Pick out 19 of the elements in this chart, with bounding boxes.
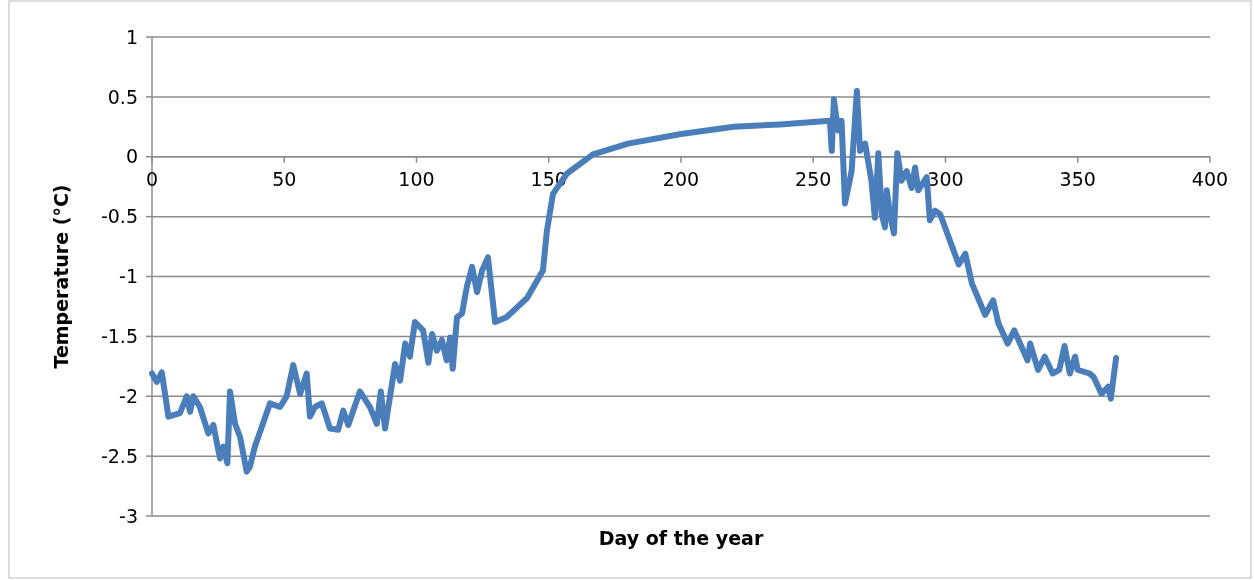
x-tick-label: 300 <box>927 167 964 190</box>
y-tick-label: -2.5 <box>100 444 138 467</box>
x-tick-label: 200 <box>662 167 700 190</box>
y-tick-label: 0.5 <box>107 85 138 108</box>
x-tick-label: 100 <box>398 167 435 190</box>
x-tick-label: 50 <box>272 167 297 190</box>
x-tick-label: 400 <box>1191 167 1229 190</box>
y-tick-label: -3 <box>119 504 138 527</box>
y-tick-label: -0.5 <box>100 205 138 228</box>
y-tick-label: -1.5 <box>100 325 138 348</box>
x-axis-title: Day of the year <box>598 527 764 549</box>
y-tick-label: -2 <box>119 384 138 407</box>
y-axis-title: Temperature (°C) <box>50 184 72 369</box>
x-tick-label: 0 <box>145 167 159 190</box>
y-tick-label: 1 <box>125 25 138 48</box>
x-tick-label: 350 <box>1059 167 1096 190</box>
y-tick-label: 0 <box>125 145 138 168</box>
x-tick-label: 250 <box>795 167 832 190</box>
y-tick-label: -1 <box>119 265 138 288</box>
